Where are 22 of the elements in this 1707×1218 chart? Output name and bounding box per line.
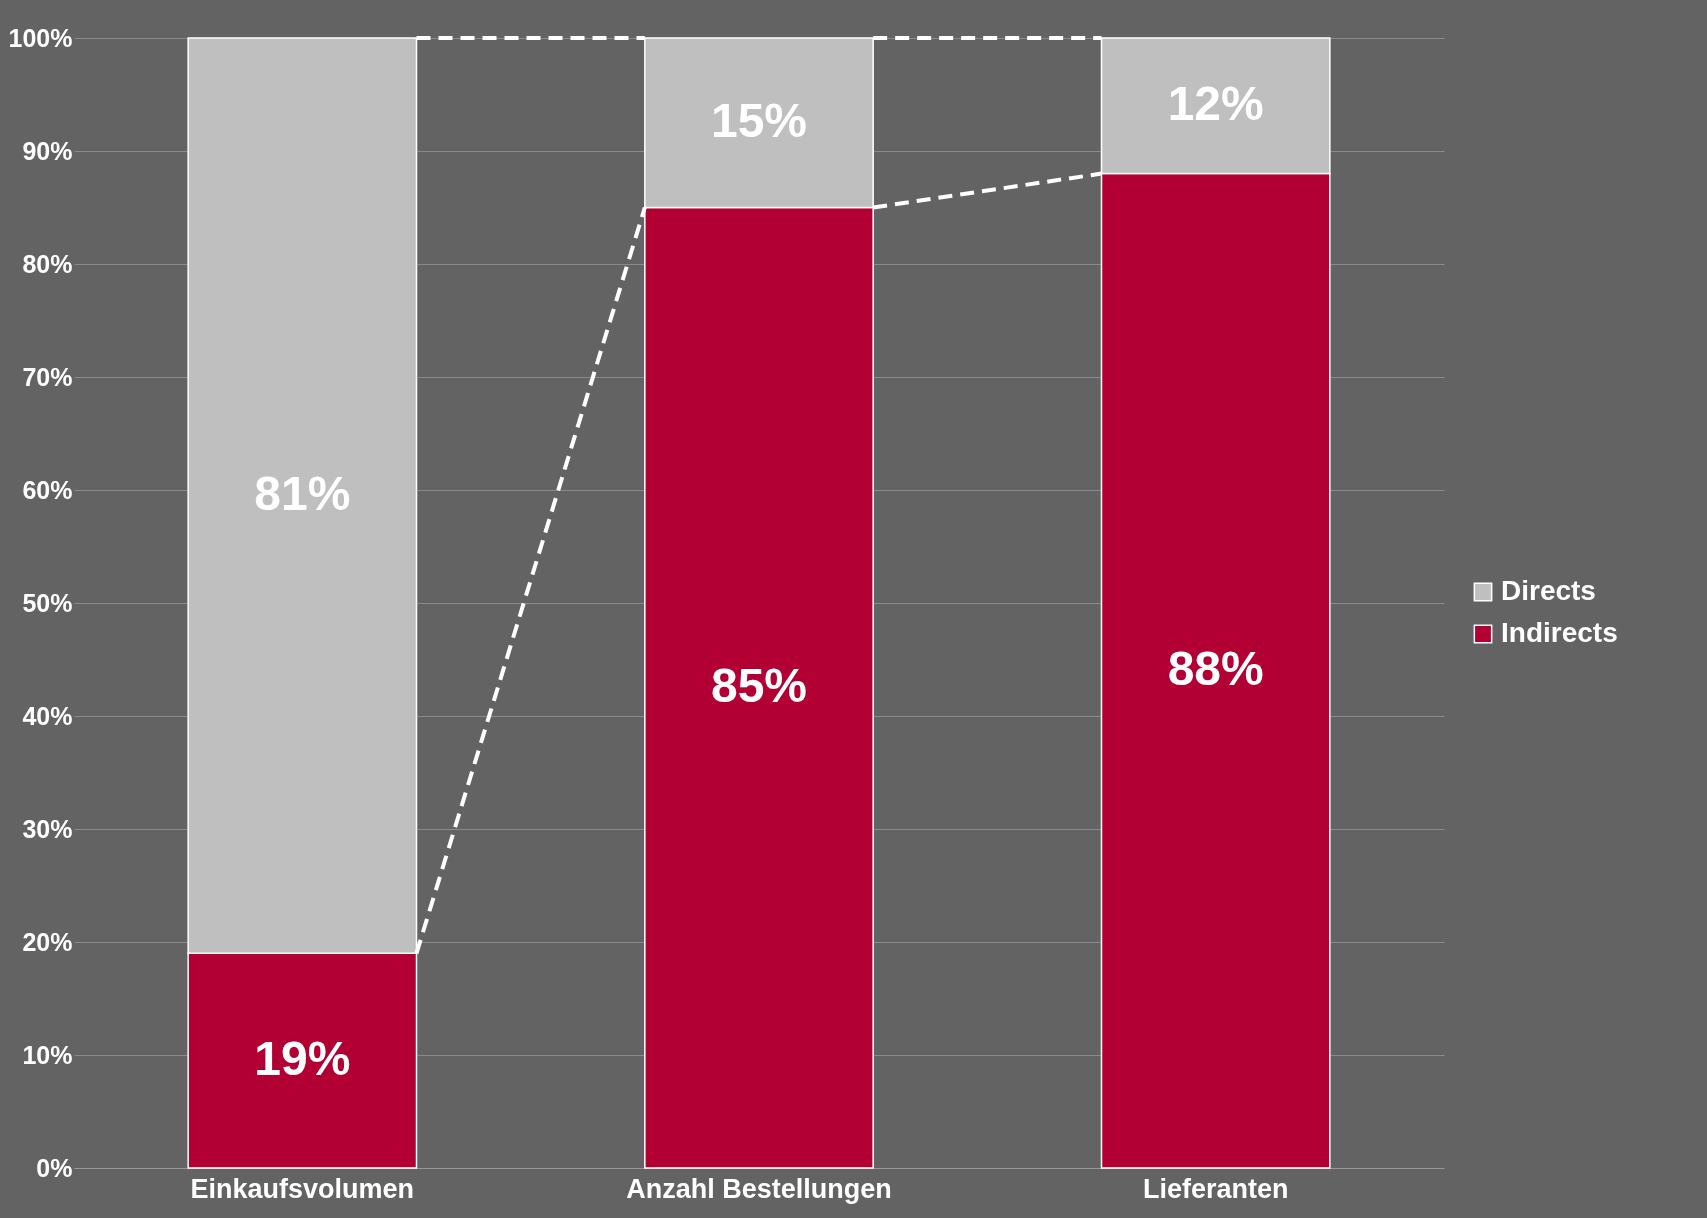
y-tick-label: 0%	[36, 1153, 73, 1182]
data-label: 88%	[1167, 641, 1264, 695]
data-label: 19%	[254, 1031, 351, 1085]
x-tick-label: Anzahl Bestellungen	[626, 1173, 892, 1204]
y-tick-label: 20%	[22, 927, 73, 956]
data-label: 85%	[710, 658, 808, 712]
x-tick-label: Einkaufsvolumen	[190, 1173, 415, 1204]
data-label: 81%	[254, 466, 351, 520]
y-tick-label: 50%	[22, 588, 73, 617]
y-tick-label: 10%	[22, 1040, 73, 1069]
y-tick-label: 80%	[22, 249, 73, 278]
x-tick-label: Lieferanten	[1142, 1173, 1289, 1204]
y-tick-label: 100%	[8, 23, 73, 52]
y-tick-label: 40%	[22, 701, 73, 730]
y-tick-label: 30%	[22, 814, 73, 843]
data-label: 15%	[710, 93, 808, 147]
data-label: 12%	[1167, 76, 1264, 130]
y-tick-label: 60%	[22, 475, 73, 504]
y-tick-label: 90%	[22, 136, 73, 165]
y-tick-label: 70%	[22, 362, 73, 391]
legend-label: Indirects	[1501, 617, 1618, 648]
legend-label: Directs	[1501, 575, 1596, 606]
